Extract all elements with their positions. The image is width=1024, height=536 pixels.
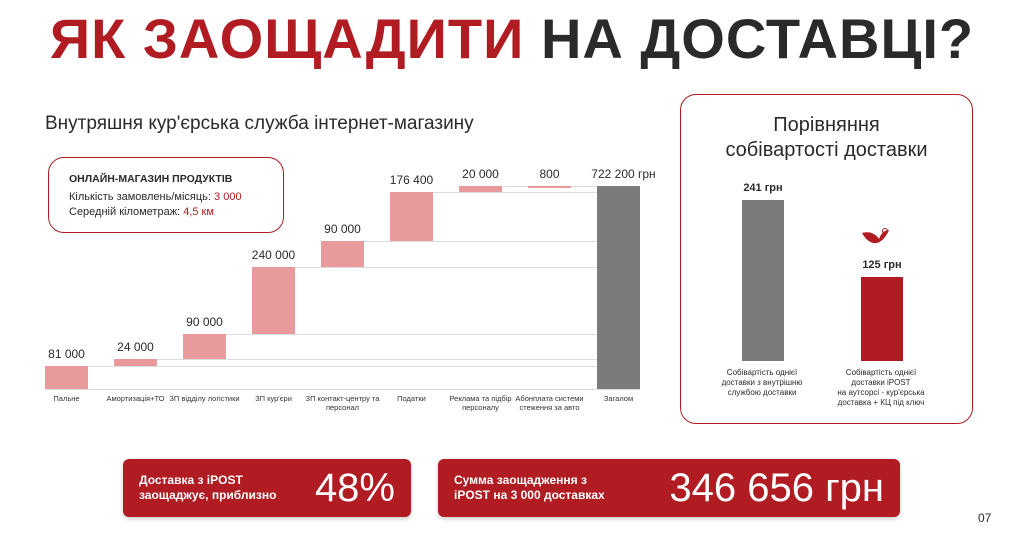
waterfall-category-label: Абонплата системи стеження за авто <box>515 394 584 412</box>
waterfall-value-label: 90 000 <box>324 222 361 237</box>
comparison-bar <box>861 277 903 361</box>
ipost-bird-icon <box>862 228 889 244</box>
waterfall-gridline <box>571 186 597 187</box>
waterfall-category-label: Реклама та підбір персоналу <box>449 394 512 412</box>
caption-line: Собівартість однієї <box>726 368 798 377</box>
title-red: ЯК ЗАОЩАДИТИ <box>49 7 525 70</box>
caption-line: Собівартість однієї <box>845 368 917 377</box>
savings-percent: 48% <box>314 465 395 510</box>
caption-line: доставки iPOST <box>851 378 911 387</box>
caption-line: доставки з внутрішню <box>721 378 803 387</box>
waterfall-category-label: Амортизація+ТО <box>106 394 165 403</box>
page-title: ЯК ЗАОЩАДИТИ НА ДОСТАВЦІ? <box>0 6 1024 71</box>
waterfall-value-label: 90 000 <box>186 315 223 330</box>
waterfall-category-label: Податки <box>397 394 426 403</box>
waterfall-baseline <box>45 389 640 390</box>
distance-value: 4,5 км <box>183 206 214 218</box>
comparison-value-label: 241 грн <box>743 182 783 194</box>
waterfall-gridline <box>226 334 597 336</box>
info-heading: ОНЛАЙН-МАГАЗИН ПРОДУКТІВ <box>69 173 233 185</box>
waterfall-value-label: 722 200 грн <box>591 167 656 181</box>
banner-line: заощаджує, приблизно <box>139 488 277 502</box>
savings-amount-banner: Сумма заощадження з iPOST на 3 000 достав… <box>438 459 900 517</box>
caption-ipost: Собівартість однієї доставки iPOST на аутс… <box>821 368 941 408</box>
orders-label: Кількість замовлень/місяць: <box>69 191 211 203</box>
info-box: ОНЛАЙН-МАГАЗИН ПРОДУКТІВ Кількість замов… <box>48 157 284 233</box>
waterfall-bar <box>390 191 433 242</box>
waterfall-gridline <box>157 359 597 361</box>
chart-subtitle: Внутряшня кур'єрська служба інтернет-маг… <box>45 113 474 134</box>
banner-line: iPOST на 3 000 доставках <box>454 488 605 502</box>
panel-title-line1: Порівняння <box>773 114 880 136</box>
waterfall-value-label: 24 000 <box>117 340 154 355</box>
panel-title-line2: собівартості доставки <box>725 139 928 161</box>
waterfall-gridline <box>364 241 597 243</box>
waterfall-bar <box>459 186 502 192</box>
caption-internal: Собівартість однієї доставки з внутрішню с… <box>702 368 822 398</box>
waterfall-value-label: 20 000 <box>462 167 499 182</box>
waterfall-category-label: Пальне <box>53 394 80 403</box>
caption-line: службою доставки <box>727 388 797 397</box>
waterfall-total-bar <box>597 186 640 389</box>
distance-row: Середній кілометраж: 4,5 км <box>69 205 283 220</box>
waterfall-bar <box>528 186 571 188</box>
comparison-bar <box>742 200 784 361</box>
page-number: 07 <box>978 511 992 525</box>
orders-row: Кількість замовлень/місяць: 3 000 <box>69 190 283 205</box>
title-dark: НА ДОСТАВЦІ? <box>540 7 975 70</box>
banner-text: Доставка з iPOST заощаджує, приблизно <box>139 473 276 503</box>
waterfall-category-label: ЗП кур'єри <box>255 394 292 403</box>
waterfall-value-label: 800 <box>539 167 560 181</box>
waterfall-category-label: ЗП контакт-центру та персонал <box>305 394 380 412</box>
waterfall-value-label: 240 000 <box>251 247 296 262</box>
waterfall-value-label: 176 400 <box>389 172 434 187</box>
waterfall-category-label: ЗП відділу логістики <box>169 394 240 403</box>
waterfall-bar <box>114 359 157 367</box>
banner-line: Доставка з iPOST <box>139 473 243 487</box>
caption-line: доставка + КЦ під ключ <box>837 398 925 407</box>
waterfall-bar <box>252 266 295 335</box>
waterfall-gridline <box>88 366 597 368</box>
banner-line: Сумма заощадження з <box>454 473 587 487</box>
banner-text: Сумма заощадження з iPOST на 3 000 достав… <box>454 473 605 503</box>
waterfall-gridline <box>295 266 597 268</box>
distance-label: Середній кілометраж: <box>69 206 181 218</box>
waterfall-bar <box>321 241 364 267</box>
savings-percent-banner: Доставка з iPOST заощаджує, приблизно 48% <box>123 459 411 517</box>
waterfall-gridline <box>433 191 597 193</box>
waterfall-bar <box>183 334 226 360</box>
orders-value: 3 000 <box>214 191 242 203</box>
caption-line: на аутсорсі - кур'єрська <box>837 388 925 397</box>
waterfall-bar <box>45 366 88 389</box>
panel-title: Порівняння собівартості доставки <box>681 113 972 163</box>
savings-amount: 346 656 грн <box>669 465 884 510</box>
comparison-panel: Порівняння собівартості доставки 241 грн 1… <box>680 94 973 424</box>
comparison-value-label: 125 грн <box>862 259 902 272</box>
waterfall-value-label: 81 000 <box>48 347 85 362</box>
waterfall-category-label: Загалом <box>603 394 634 403</box>
